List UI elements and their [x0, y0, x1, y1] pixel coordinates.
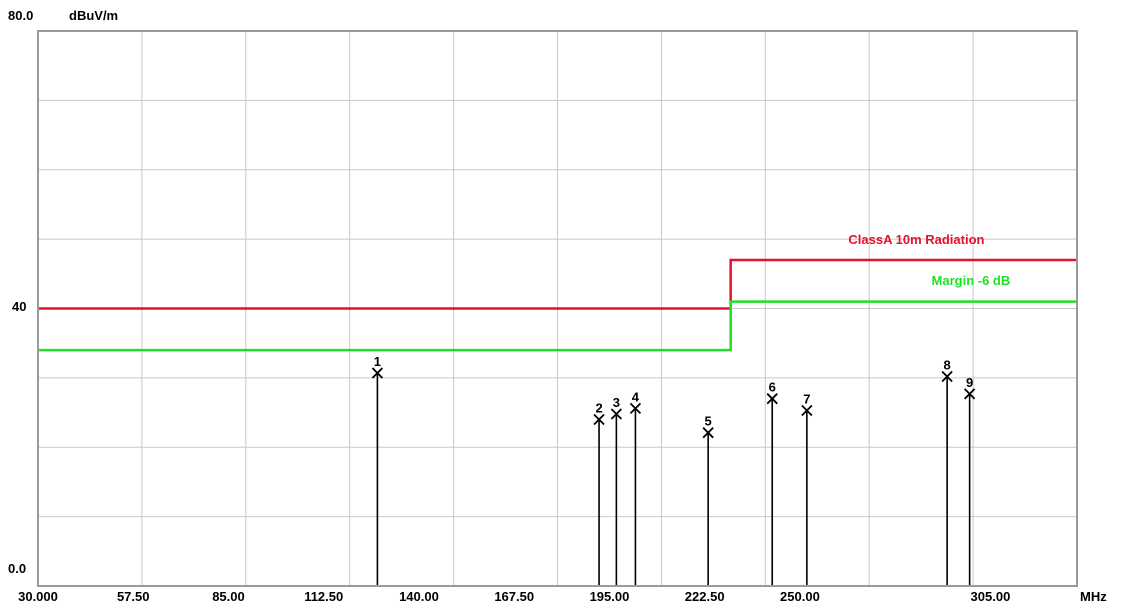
marker-number-label: 6	[769, 380, 776, 395]
x-axis-unit: MHz	[1080, 589, 1107, 604]
marker-number-label: 5	[705, 414, 712, 429]
marker-number-label: 2	[595, 401, 602, 416]
limit-lines: ClassA 10m Radiation Margin -6 dB	[38, 232, 1077, 352]
x-tick-label: 85.00	[212, 589, 245, 604]
marker-number-label: 3	[613, 395, 620, 410]
x-tick-label: 57.50	[117, 589, 150, 604]
marker-4: 4	[629, 389, 642, 586]
tick-labels: 30.000 57.50 85.00 112.50 140.00 167.50 195.00…	[18, 589, 1010, 604]
plot-frame	[37, 30, 1078, 587]
marker-number-label: 7	[803, 391, 810, 406]
marker-3: 3	[610, 395, 623, 586]
marker-x-symbol	[766, 393, 778, 405]
marker-7: 7	[801, 391, 813, 586]
marker-x-symbol	[964, 388, 976, 400]
x-tick-label: 112.50	[304, 589, 343, 604]
marker-number-label: 1	[374, 354, 381, 369]
limit-line-label-2: Margin -6 dB	[932, 273, 1011, 288]
marker-number-label: 9	[966, 375, 973, 390]
marker-x-symbol	[629, 402, 642, 415]
marker-9: 9	[964, 375, 976, 586]
limit-line-label-1: ClassA 10m Radiation	[848, 232, 984, 247]
x-tick-label: 250.00	[780, 589, 820, 604]
y-top-label: 80.0	[8, 8, 33, 23]
grid-lines	[38, 31, 1077, 586]
marker-x-symbol	[801, 404, 813, 417]
y-bottom-label: 0.0	[8, 561, 26, 576]
markers: 1 2 3 4 5 6 7 89	[371, 354, 976, 586]
x-tick-label: 167.50	[494, 589, 534, 604]
limit-line-2	[38, 300, 1077, 352]
marker-number-label: 4	[632, 389, 640, 404]
limit-line-1	[38, 258, 1077, 310]
marker-number-label: 8	[944, 357, 951, 372]
y-mid-label: 40	[12, 299, 26, 314]
marker-x-symbol	[702, 427, 714, 439]
marker-x-symbol	[610, 408, 623, 420]
y-axis-unit: dBuV/m	[69, 8, 118, 23]
marker-5: 5	[702, 414, 714, 586]
x-tick-label: 305.00	[971, 589, 1011, 604]
x-tick-label: 30.000	[18, 589, 58, 604]
x-tick-label: 195.00	[590, 589, 630, 604]
marker-x-symbol	[941, 370, 953, 383]
x-tick-label: 222.50	[685, 589, 725, 604]
marker-1: 1	[371, 354, 384, 586]
marker-2: 2	[593, 401, 605, 586]
marker-6: 6	[766, 380, 778, 586]
marker-8: 8	[941, 357, 953, 586]
x-tick-label: 140.00	[399, 589, 439, 604]
marker-x-symbol	[593, 413, 605, 426]
marker-x-symbol	[371, 367, 384, 379]
